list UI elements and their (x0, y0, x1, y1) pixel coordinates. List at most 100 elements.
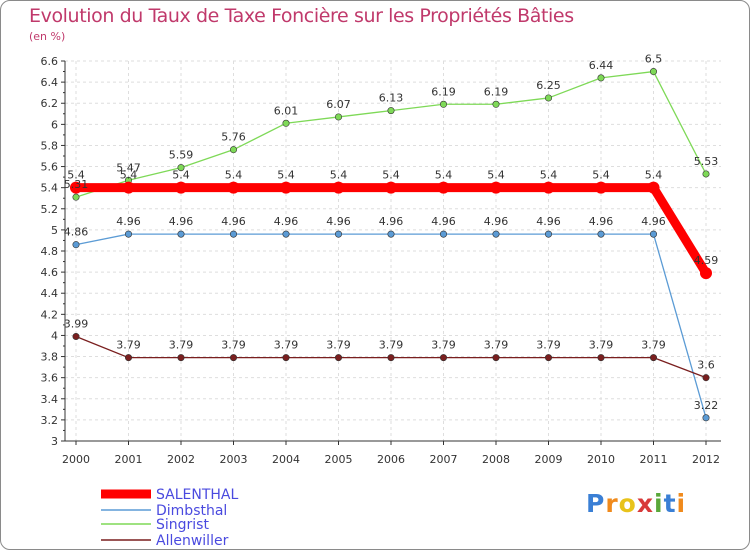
x-tick-label: 2002 (167, 453, 195, 466)
data-label: 4.96 (379, 215, 404, 228)
data-label: 5.4 (120, 169, 138, 182)
legend-label: Allenwiller (156, 533, 229, 549)
y-tick-label: 5 (51, 224, 58, 237)
x-tick-label: 2004 (272, 453, 300, 466)
y-tick-label: 5.8 (41, 139, 59, 152)
y-tick-label: 5.4 (41, 182, 59, 195)
data-label: 6.25 (536, 79, 561, 92)
data-point (492, 100, 500, 108)
data-point (227, 181, 240, 194)
data-point (702, 414, 710, 422)
data-point (122, 181, 135, 194)
data-point (334, 113, 342, 121)
data-point (230, 146, 238, 154)
data-point (387, 107, 395, 115)
data-label: 5.31 (64, 178, 89, 191)
data-point (282, 119, 290, 127)
data-point (439, 354, 447, 362)
data-label: 3.79 (326, 339, 351, 352)
y-tick-label: 4.4 (41, 287, 59, 300)
data-label: 4.96 (431, 215, 456, 228)
logo-letter: o (618, 489, 637, 518)
data-labels: 5.4 5.4 5.4 5.4 5.4 5.4 5.4 5.4 5.4 5.4 5.4 5.4 4.59… (64, 53, 719, 412)
y-tick-label: 6.6 (41, 55, 59, 68)
data-label: 4.59 (694, 254, 719, 267)
data-point (387, 354, 395, 362)
y-tick-label: 6.4 (41, 76, 59, 89)
data-point (70, 181, 82, 194)
logo-letter: t (663, 489, 677, 518)
data-label: 5.4 (67, 169, 85, 182)
data-point (542, 181, 555, 194)
data-label: 4.96 (536, 215, 561, 228)
data-point (177, 164, 185, 172)
data-label: 4.86 (64, 226, 89, 239)
data-label: 5.4 (277, 169, 295, 182)
grid (65, 60, 721, 441)
legend-label: SALENTHAL (156, 487, 238, 503)
data-point (649, 354, 657, 362)
data-point (544, 230, 552, 238)
data-point (439, 230, 447, 238)
data-label: 3.79 (431, 339, 456, 352)
data-label: 5.4 (592, 169, 610, 182)
data-point (492, 230, 500, 238)
chart-title: Evolution du Taux de Taxe Foncière sur l… (29, 5, 574, 27)
x-tick-label: 2006 (377, 453, 405, 466)
series-lines (70, 68, 712, 422)
data-label: 3.79 (116, 339, 141, 352)
y-tick-label: 3.6 (41, 372, 59, 385)
data-label: 4.96 (326, 215, 351, 228)
x-tick-label: 2009 (535, 453, 563, 466)
data-label: 4.96 (589, 215, 614, 228)
y-tick-label: 6.2 (41, 97, 59, 110)
data-point (72, 241, 80, 249)
x-tick-label: 2011 (640, 453, 668, 466)
data-point (702, 374, 710, 382)
data-label: 3.79 (589, 339, 614, 352)
data-point (385, 181, 397, 194)
y-tick-label: 3.2 (41, 414, 59, 427)
data-label: 3.79 (169, 339, 194, 352)
logo-letter: x (636, 489, 654, 518)
y-tick-label: 3 (51, 435, 58, 448)
data-label: 6.01 (274, 104, 299, 117)
data-point (649, 68, 657, 76)
data-point (125, 230, 133, 238)
legend-label: Dimbsthal (156, 503, 227, 519)
data-point (230, 354, 238, 362)
y-tick-label: 4.8 (41, 245, 59, 258)
logo-letter: r (605, 489, 619, 518)
x-tick-label: 2005 (325, 453, 353, 466)
data-point (649, 230, 657, 238)
data-label: 6.07 (326, 98, 351, 111)
chart-unit: (en %) (29, 30, 66, 43)
data-label: 4.96 (641, 215, 666, 228)
data-label: 6.44 (589, 59, 614, 72)
y-tick-label: 4 (51, 329, 58, 342)
data-label: 4.96 (169, 215, 194, 228)
data-label: 5.76 (221, 131, 246, 144)
data-point (544, 354, 552, 362)
data-label: 5.4 (435, 169, 453, 182)
data-point (177, 230, 185, 238)
x-tick-label: 2012 (692, 453, 720, 466)
data-label: 3.79 (641, 339, 666, 352)
data-point (280, 181, 292, 194)
data-point (597, 74, 605, 82)
data-point (597, 230, 605, 238)
data-point (387, 230, 395, 238)
x-tick-label: 2001 (115, 453, 143, 466)
data-label: 5.4 (172, 169, 190, 182)
data-label: 5.4 (225, 169, 243, 182)
data-label: 5.4 (540, 169, 558, 182)
data-point (490, 181, 502, 194)
logo-letter: P (586, 489, 606, 518)
data-point (595, 181, 607, 194)
data-label: 3.79 (536, 339, 561, 352)
data-label: 4.96 (484, 215, 509, 228)
data-label: 3.79 (221, 339, 246, 352)
data-point (230, 230, 238, 238)
